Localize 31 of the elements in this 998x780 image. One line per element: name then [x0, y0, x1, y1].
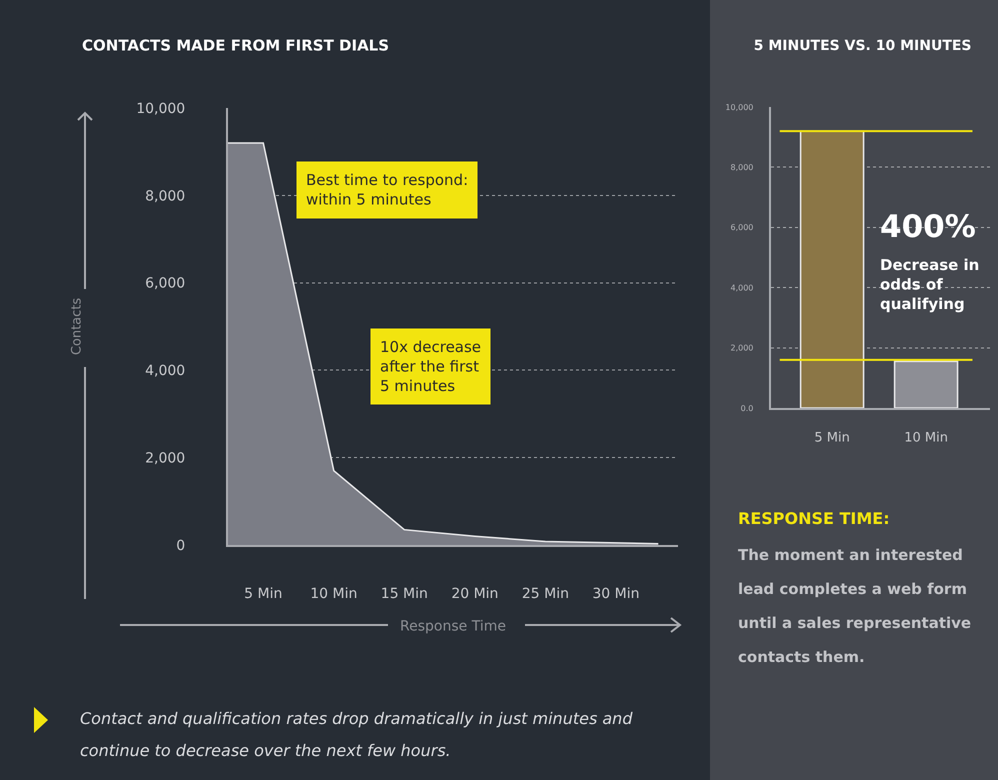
x-tick-label: 20 Min	[451, 586, 498, 602]
y-tick-label: 8,000	[730, 163, 754, 172]
x-tick-label: 15 Min	[380, 586, 428, 602]
text: Contact and qualification rates drop dramatically in just minutes and continue to decrease over the next few hours.	[80, 708, 634, 762]
y-tick-label: 10,000	[725, 102, 754, 112]
x-tick-label: 10 Min	[904, 430, 948, 446]
y-tick-label: 6,000	[145, 276, 186, 292]
y-tick-label: 10,000	[136, 100, 186, 117]
y-tick-label: 4,000	[730, 283, 754, 292]
x-tick-label: 10 Min	[310, 586, 358, 602]
annotation: Decrease in odds of qualifying	[880, 256, 980, 313]
y-tick-label: 8,000	[145, 188, 186, 204]
x-tick-label: 5 Min	[814, 430, 850, 446]
y-tick-label: 0	[176, 538, 186, 554]
x-tick-label: 30 Min	[592, 586, 640, 602]
chart-title: CONTACTS MADE FROM FIRST DIALS	[82, 36, 390, 54]
y-tick-label: 0.0	[740, 404, 754, 413]
x-tick-label: 25 Min	[522, 586, 569, 602]
y-tick-label: 2,000	[145, 450, 186, 466]
x-tick-label: 5 Min	[244, 586, 282, 602]
x-axis-title: Response Time	[400, 618, 506, 635]
annotation: 400%	[880, 209, 976, 245]
y-axis-title: Contacts	[70, 298, 85, 356]
annotation: 10x decrease after the first 5 minutes	[380, 338, 482, 395]
chart-title: 5 MINUTES VS. 10 MINUTES	[754, 38, 972, 54]
text: RESPONSE TIME:	[738, 509, 890, 528]
annotation: Best time to respond: within 5 minutes	[306, 171, 468, 208]
y-tick-label: 4,000	[145, 363, 186, 380]
text: The moment an interested lead completes a web form until a sales representative contacts them.	[738, 545, 972, 668]
y-tick-label: 6,000	[730, 223, 754, 232]
y-tick-label: 2,000	[730, 344, 754, 353]
